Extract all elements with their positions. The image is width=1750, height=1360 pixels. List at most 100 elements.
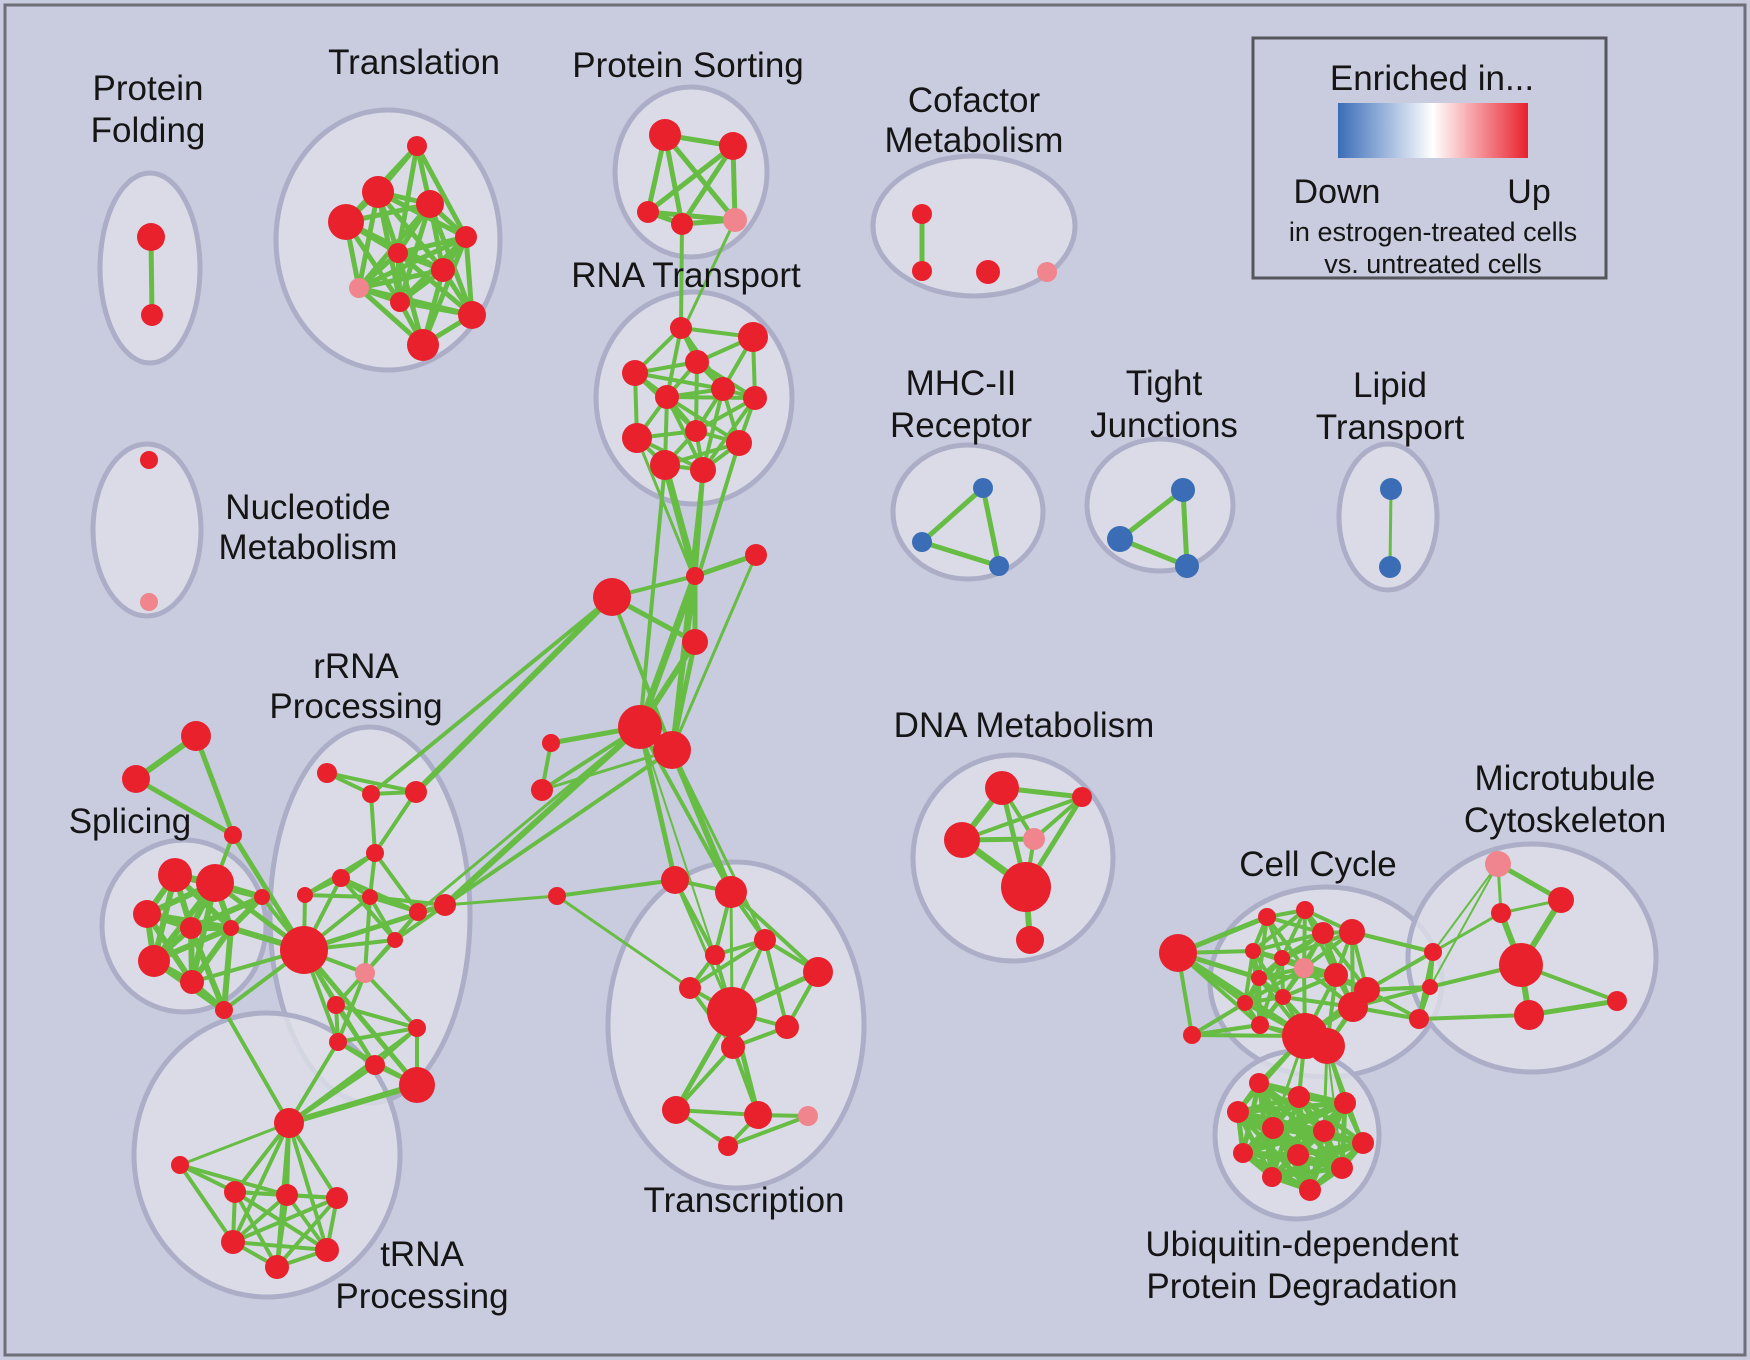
gene-set-node-splicing[interactable] <box>180 917 202 939</box>
gene-set-node-rrna-processing[interactable] <box>362 785 380 803</box>
gene-set-node-dna-metabolism[interactable] <box>1072 787 1092 807</box>
gene-set-node-nucleotide-metabolism[interactable] <box>140 451 158 469</box>
gene-set-node-tight-junctions[interactable] <box>1175 554 1199 578</box>
gene-set-node-translation[interactable] <box>458 301 486 329</box>
gene-set-node-ubiquitin-degradation[interactable] <box>1331 1157 1353 1179</box>
gene-set-node-translation[interactable] <box>416 190 444 218</box>
gene-set-node-rrna-processing[interactable] <box>327 996 345 1014</box>
gene-set-node-ubiquitin-degradation[interactable] <box>1227 1101 1249 1123</box>
gene-set-node-cell-cycle[interactable] <box>1339 919 1365 945</box>
gene-set-node-rna-transport[interactable] <box>685 350 709 374</box>
gene-set-node-nucleotide-metabolism[interactable] <box>140 593 158 611</box>
gene-set-node-rrna-processing[interactable] <box>408 1019 426 1037</box>
gene-set-node-cell-cycle[interactable] <box>1237 995 1253 1011</box>
gene-set-node-rrna-processing[interactable] <box>409 903 427 921</box>
gene-set-node-cell-cycle[interactable] <box>1274 950 1290 966</box>
gene-set-node-rna-transport[interactable] <box>726 430 752 456</box>
gene-set-node-trna-processing[interactable] <box>171 1156 189 1174</box>
gene-set-node-connector[interactable] <box>745 544 767 566</box>
gene-set-node-rna-transport[interactable] <box>670 317 692 339</box>
gene-set-node-rrna-processing[interactable] <box>297 887 313 903</box>
gene-set-node-trna-processing[interactable] <box>315 1238 339 1262</box>
gene-set-node-cell-cycle[interactable] <box>1258 908 1276 926</box>
gene-set-node-microtubule-cytoskeleton[interactable] <box>1499 943 1543 987</box>
gene-set-node-transcription[interactable] <box>721 1035 745 1059</box>
gene-set-node-rrna-processing[interactable] <box>434 894 456 916</box>
gene-set-node-ubiquitin-degradation[interactable] <box>1233 1143 1253 1163</box>
gene-set-node-translation[interactable] <box>328 204 364 240</box>
gene-set-node-splicing[interactable] <box>138 945 170 977</box>
gene-set-node-translation[interactable] <box>455 226 477 248</box>
gene-set-node-connector[interactable] <box>593 578 631 616</box>
gene-set-node-ubiquitin-degradation[interactable] <box>1299 1179 1321 1201</box>
gene-set-node-rna-transport[interactable] <box>685 420 707 442</box>
gene-set-node-rrna-processing[interactable] <box>362 889 378 905</box>
gene-set-node-transcription[interactable] <box>798 1106 818 1126</box>
gene-set-node-transcription[interactable] <box>705 945 725 965</box>
gene-set-node-rna-transport[interactable] <box>650 450 680 480</box>
gene-set-node-cell-cycle[interactable] <box>1294 958 1314 978</box>
gene-set-node-splicing[interactable] <box>180 970 204 994</box>
gene-set-node-ubiquitin-degradation[interactable] <box>1262 1117 1284 1139</box>
gene-set-node-cell-cycle[interactable] <box>1251 1016 1269 1034</box>
gene-set-node-translation[interactable] <box>390 292 410 312</box>
gene-set-node-trna-processing[interactable] <box>224 1181 246 1203</box>
gene-set-node-rrna-processing[interactable] <box>280 926 328 974</box>
gene-set-node-splicing[interactable] <box>215 1001 233 1019</box>
gene-set-node-rrna-processing[interactable] <box>317 763 337 783</box>
gene-set-node-cell-cycle[interactable] <box>1275 989 1291 1005</box>
gene-set-node-cell-cycle[interactable] <box>1424 943 1442 961</box>
gene-set-node-splicing[interactable] <box>254 889 270 905</box>
gene-set-node-rrna-processing[interactable] <box>332 869 350 887</box>
gene-set-node-cell-cycle[interactable] <box>1245 943 1261 959</box>
gene-set-node-protein-sorting[interactable] <box>637 201 659 223</box>
gene-set-node-translation[interactable] <box>362 176 394 208</box>
gene-set-node-ubiquitin-degradation[interactable] <box>1287 1144 1309 1166</box>
gene-set-node-rrna-processing[interactable] <box>355 963 375 983</box>
gene-set-node-cell-cycle[interactable] <box>1422 979 1438 995</box>
gene-set-node-transcription[interactable] <box>715 876 747 908</box>
gene-set-node-microtubule-cytoskeleton[interactable] <box>1514 1000 1544 1030</box>
gene-set-node-connector[interactable] <box>542 734 560 752</box>
gene-set-node-cell-cycle[interactable] <box>1251 970 1267 986</box>
gene-set-node-splicing[interactable] <box>196 864 234 902</box>
gene-set-node-ubiquitin-degradation[interactable] <box>1313 1120 1335 1142</box>
gene-set-node-cofactor-metabolism[interactable] <box>1037 262 1057 282</box>
gene-set-node-cell-cycle[interactable] <box>1409 1009 1429 1029</box>
gene-set-node-dna-metabolism[interactable] <box>1001 862 1051 912</box>
gene-set-node-transcription[interactable] <box>718 1136 738 1156</box>
gene-set-node-translation[interactable] <box>388 243 408 263</box>
gene-set-node-microtubule-cytoskeleton[interactable] <box>1491 903 1511 923</box>
gene-set-node-microtubule-cytoskeleton[interactable] <box>1548 887 1574 913</box>
gene-set-node-connector[interactable] <box>682 629 708 655</box>
gene-set-node-trna-processing[interactable] <box>221 1230 245 1254</box>
gene-set-node-cofactor-metabolism[interactable] <box>912 261 932 281</box>
gene-set-node-cell-cycle[interactable] <box>1159 934 1197 972</box>
gene-set-node-connector[interactable] <box>531 779 553 801</box>
gene-set-node-ubiquitin-degradation[interactable] <box>1288 1086 1310 1108</box>
gene-set-node-tight-junctions[interactable] <box>1107 526 1133 552</box>
gene-set-node-rna-transport[interactable] <box>738 322 768 352</box>
gene-set-node-cell-cycle[interactable] <box>1312 922 1334 944</box>
gene-set-node-ubiquitin-degradation[interactable] <box>1249 1073 1269 1093</box>
gene-set-node-protein-folding[interactable] <box>141 304 163 326</box>
gene-set-node-cell-cycle[interactable] <box>1183 1026 1201 1044</box>
gene-set-node-microtubule-cytoskeleton[interactable] <box>1607 991 1627 1011</box>
gene-set-node-transcription[interactable] <box>661 866 689 894</box>
gene-set-node-connector[interactable] <box>686 567 704 585</box>
gene-set-node-translation[interactable] <box>431 258 455 282</box>
gene-set-node-rna-transport[interactable] <box>743 386 767 410</box>
gene-set-node-ubiquitin-degradation[interactable] <box>1352 1132 1374 1154</box>
gene-set-node-rrna-processing[interactable] <box>387 932 403 948</box>
gene-set-node-rna-transport[interactable] <box>622 360 648 386</box>
gene-set-node-connector[interactable] <box>548 887 566 905</box>
gene-set-node-transcription[interactable] <box>754 929 776 951</box>
gene-set-node-rrna-processing[interactable] <box>399 1067 435 1103</box>
gene-set-node-connector[interactable] <box>618 705 662 749</box>
gene-set-node-rna-transport[interactable] <box>711 377 735 401</box>
gene-set-node-rrna-processing[interactable] <box>405 781 427 803</box>
gene-set-node-transcription[interactable] <box>744 1101 772 1129</box>
gene-set-node-rrna-processing[interactable] <box>365 1055 385 1075</box>
gene-set-node-dna-metabolism[interactable] <box>944 822 980 858</box>
gene-set-node-cell-cycle[interactable] <box>1324 963 1348 987</box>
